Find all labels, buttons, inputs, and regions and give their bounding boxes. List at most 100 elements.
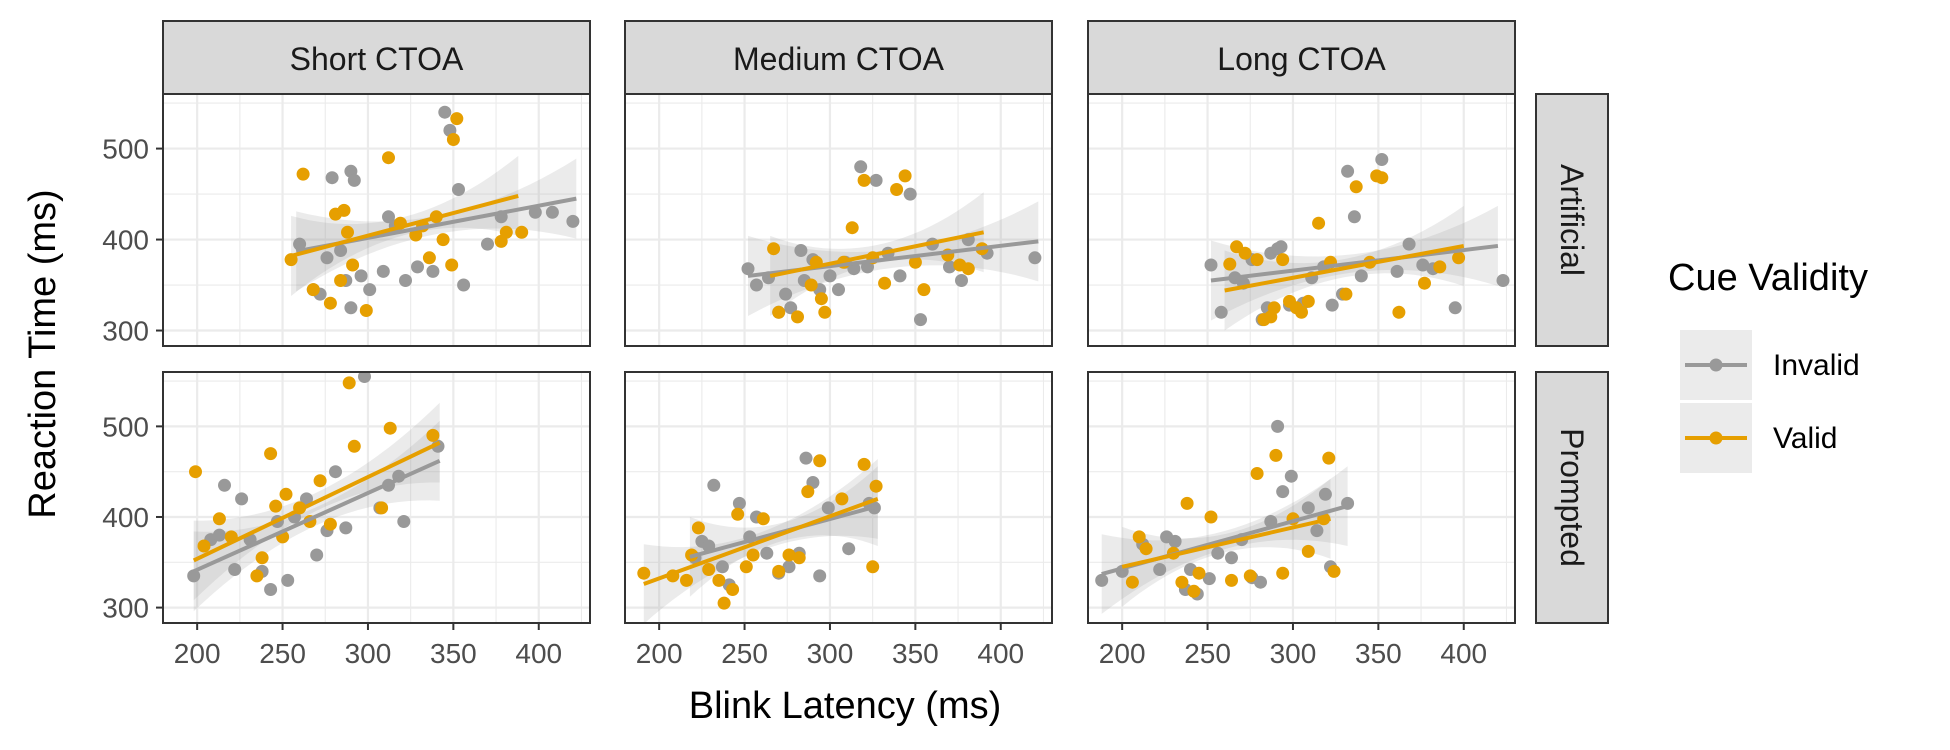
point-valid xyxy=(341,225,354,239)
panel-long-ctoa-artificial xyxy=(1087,93,1516,347)
y-tick-label: 400 xyxy=(102,502,149,533)
point-invalid xyxy=(1202,572,1216,586)
plot-area xyxy=(187,372,445,612)
point-valid xyxy=(731,507,745,521)
point-invalid xyxy=(325,171,339,185)
trend-line-invalid xyxy=(192,458,441,574)
point-valid xyxy=(446,133,460,146)
x-tick-label: 350 xyxy=(1355,638,1402,669)
point-valid xyxy=(359,304,373,317)
point-valid xyxy=(1180,496,1194,510)
panel-border xyxy=(1087,371,1516,624)
point-invalid xyxy=(1153,563,1167,576)
point-invalid xyxy=(707,478,721,492)
point-invalid xyxy=(354,269,368,283)
point-invalid xyxy=(566,214,580,228)
point-valid xyxy=(212,512,226,526)
point-invalid xyxy=(1341,164,1355,178)
point-valid xyxy=(1267,301,1281,315)
point-invalid xyxy=(869,173,883,187)
point-invalid xyxy=(832,283,845,297)
point-invalid xyxy=(1496,274,1510,287)
point-valid xyxy=(264,447,278,461)
point-invalid xyxy=(914,313,927,327)
point-valid xyxy=(1269,448,1283,462)
strip-label-medium-ctoa: Medium CTOA xyxy=(733,41,945,77)
point-valid xyxy=(1225,573,1238,587)
point-invalid xyxy=(893,269,907,283)
y-tick-label: 400 xyxy=(102,225,149,256)
point-valid xyxy=(347,439,361,453)
point-valid xyxy=(1276,253,1290,267)
point-invalid xyxy=(293,237,307,251)
x-tick-label: 400 xyxy=(977,638,1024,669)
point-invalid xyxy=(782,560,796,574)
panels-layer xyxy=(162,93,1516,624)
panel-background xyxy=(1088,372,1515,623)
point-valid xyxy=(1175,575,1189,589)
point-invalid xyxy=(1095,573,1109,587)
point-valid xyxy=(1250,253,1264,267)
trend-line-valid xyxy=(192,440,441,563)
point-valid xyxy=(342,376,356,390)
point-valid xyxy=(890,183,904,196)
point-invalid xyxy=(339,521,353,535)
point-invalid xyxy=(545,205,559,219)
point-valid xyxy=(1223,257,1237,271)
x-tick-label: 250 xyxy=(259,638,306,669)
point-valid xyxy=(189,465,202,479)
point-invalid xyxy=(228,563,242,576)
point-invalid xyxy=(1276,485,1290,499)
point-valid xyxy=(814,292,828,306)
point-valid xyxy=(409,228,423,242)
point-valid xyxy=(917,283,931,297)
legend: Cue Validity Invalid Valid xyxy=(1668,257,1868,473)
point-valid xyxy=(791,310,804,324)
point-invalid xyxy=(528,205,542,219)
strip-medium-ctoa xyxy=(624,20,1053,95)
facet-strips: Short CTOA Medium CTOA Long CTOA Artificial… xyxy=(162,20,1609,624)
point-valid xyxy=(296,167,310,181)
y-tick-label: 500 xyxy=(102,411,149,442)
point-valid xyxy=(1295,305,1308,319)
point-invalid xyxy=(376,264,390,278)
point-valid xyxy=(1433,260,1447,274)
legend-point-valid xyxy=(1709,431,1723,445)
point-invalid xyxy=(334,244,348,257)
point-invalid xyxy=(1225,551,1238,565)
point-invalid xyxy=(1214,305,1228,319)
point-valid xyxy=(337,203,351,217)
trend-line-valid xyxy=(1121,516,1331,569)
point-invalid xyxy=(264,583,278,596)
point-invalid xyxy=(813,569,827,583)
point-valid xyxy=(1276,566,1290,580)
point-valid xyxy=(323,517,337,531)
point-valid xyxy=(1139,542,1153,556)
point-invalid xyxy=(329,465,342,479)
point-valid xyxy=(804,278,818,292)
plot-area xyxy=(1204,153,1510,331)
point-valid xyxy=(1132,530,1146,544)
point-valid xyxy=(961,262,975,276)
point-invalid xyxy=(1402,237,1416,251)
point-invalid xyxy=(363,283,377,297)
point-invalid xyxy=(320,251,334,265)
point-invalid xyxy=(842,542,856,556)
point-invalid xyxy=(1271,419,1285,433)
strip-artificial xyxy=(1535,93,1609,347)
x-tick-label: 350 xyxy=(430,638,477,669)
legend-key-valid: Valid xyxy=(1680,403,1837,473)
point-valid xyxy=(1204,510,1218,524)
point-invalid xyxy=(1211,546,1225,560)
point-valid xyxy=(1301,544,1315,558)
legend-title: Cue Validity xyxy=(1668,257,1868,299)
point-invalid xyxy=(1254,575,1267,589)
point-invalid xyxy=(823,269,837,283)
point-invalid xyxy=(1310,524,1324,538)
point-invalid xyxy=(382,210,395,224)
point-invalid xyxy=(1301,501,1315,515)
panel-background xyxy=(625,94,1052,346)
trend-line-valid xyxy=(769,230,985,278)
point-valid xyxy=(772,305,786,319)
point-valid xyxy=(712,573,726,587)
